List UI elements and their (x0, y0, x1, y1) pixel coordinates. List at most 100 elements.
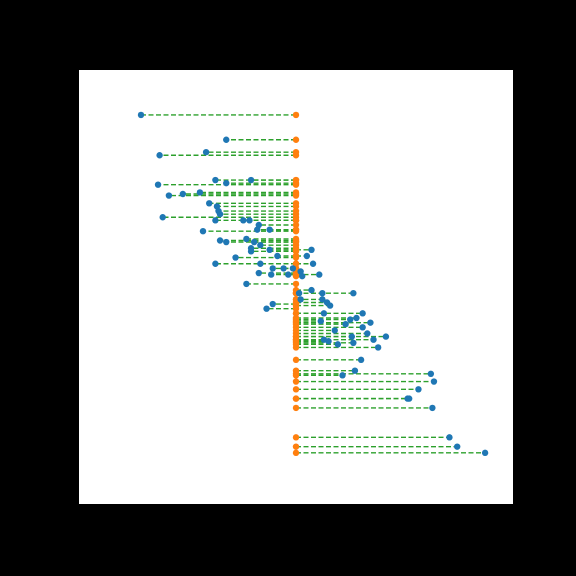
data-point (303, 252, 311, 260)
base-point (292, 271, 300, 278)
data-point (223, 136, 230, 143)
base-point (292, 404, 300, 412)
data-point (159, 214, 166, 221)
base-point (292, 344, 300, 351)
data-point (202, 148, 210, 156)
data-point (246, 217, 253, 224)
data-point (216, 237, 224, 244)
base-point (292, 260, 300, 267)
data-point (297, 296, 304, 303)
base-point (292, 434, 300, 441)
data-point (359, 310, 366, 317)
data-point (274, 252, 281, 260)
data-point (319, 296, 326, 303)
base-point (292, 310, 300, 317)
base-point (292, 386, 300, 393)
data-point (165, 192, 173, 199)
data-point (348, 333, 355, 340)
data-point (308, 246, 315, 253)
data-point (367, 319, 374, 326)
data-point (257, 260, 264, 267)
data-point (212, 217, 219, 224)
base-point (292, 136, 300, 143)
data-point (269, 265, 276, 272)
data-point (427, 370, 435, 377)
data-point (350, 290, 357, 297)
data-point (254, 226, 261, 233)
data-point (243, 235, 250, 243)
data-point (299, 272, 306, 280)
data-point (206, 200, 213, 207)
base-point (292, 226, 300, 233)
data-point (317, 317, 324, 325)
data-point (308, 286, 315, 294)
data-point (374, 344, 382, 351)
base-point (292, 378, 300, 385)
base-point (292, 148, 300, 156)
data-point (212, 260, 219, 267)
data-point (331, 327, 338, 334)
data-point (263, 305, 270, 312)
data-point (268, 271, 275, 278)
data-point (240, 217, 247, 224)
base-point (292, 192, 300, 199)
data-points (137, 111, 489, 457)
data-point (216, 210, 224, 218)
data-point (316, 271, 323, 278)
data-point (156, 152, 163, 159)
data-point (454, 443, 461, 450)
data-point (357, 356, 365, 364)
data-point (370, 336, 377, 343)
data-point (289, 265, 297, 272)
data-point (243, 280, 250, 288)
data-point (247, 176, 255, 184)
data-point (350, 339, 357, 346)
base-point (292, 395, 300, 402)
data-point (359, 324, 366, 331)
data-point (326, 302, 334, 309)
base-point (292, 327, 300, 334)
data-point (353, 314, 360, 322)
data-point (232, 254, 239, 261)
data-point (342, 321, 349, 328)
base-points (292, 111, 300, 457)
data-point (196, 189, 204, 196)
data-point (154, 181, 162, 188)
data-point (285, 271, 292, 278)
data-point (334, 341, 342, 348)
data-point (247, 248, 255, 255)
base-point (292, 370, 300, 377)
base-point (292, 203, 300, 210)
base-point (292, 246, 300, 253)
data-point (257, 241, 264, 249)
data-point (415, 386, 422, 393)
data-point (250, 238, 258, 246)
data-point (280, 265, 287, 272)
data-point (481, 449, 489, 457)
data-point (269, 300, 276, 308)
data-point (405, 395, 413, 402)
base-point (292, 300, 300, 308)
data-point (325, 338, 332, 345)
base-point (292, 280, 300, 288)
data-point (430, 378, 438, 385)
data-point (179, 190, 187, 198)
data-point (382, 333, 390, 340)
data-point (339, 372, 346, 379)
base-point (292, 221, 300, 229)
data-point (446, 434, 453, 441)
base-point (292, 443, 300, 450)
data-point (351, 367, 359, 374)
base-point (292, 111, 300, 119)
data-point (266, 226, 273, 233)
base-point (292, 252, 300, 260)
data-point (364, 330, 371, 337)
data-point (223, 238, 230, 246)
base-point (292, 217, 300, 224)
data-point (137, 111, 145, 119)
data-point (255, 269, 262, 277)
data-point (347, 316, 354, 323)
data-point (295, 290, 303, 297)
base-point (292, 356, 300, 364)
